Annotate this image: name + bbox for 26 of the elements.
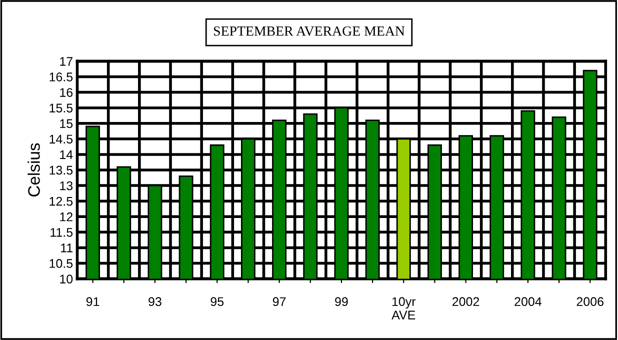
y-tick-label: 10 <box>60 274 73 284</box>
x-tick-label: 10yr AVE <box>392 297 416 320</box>
y-tick-label: 16 <box>60 88 73 97</box>
x-tick-label: 2006 <box>576 297 604 306</box>
y-tick-label: 14 <box>60 150 73 159</box>
x-tick-label: 2002 <box>452 297 480 306</box>
y-tick-label: 10.5 <box>50 259 73 268</box>
y-tick-label: 11 <box>61 244 72 252</box>
x-tick-label: 97 <box>272 297 286 306</box>
y-tick-label: 12.5 <box>50 196 73 206</box>
y-tick-label: 11.5 <box>50 228 73 237</box>
y-axis-title: Celsius <box>28 143 40 196</box>
y-tick-label: 16.5 <box>50 72 73 82</box>
chart-title: SEPTEMBER AVERAGE MEAN <box>214 26 405 36</box>
y-tick-label: 14.5 <box>50 134 73 144</box>
y-tick-label: 15.5 <box>50 104 73 112</box>
y-tick-label: 15 <box>60 119 73 128</box>
y-tick-label: 13 <box>60 181 73 190</box>
y-tick-label: 17 <box>60 57 72 66</box>
y-tick-label: 13.5 <box>50 166 73 175</box>
x-tick-label: 95 <box>210 297 224 306</box>
y-tick-label: 12 <box>60 212 72 222</box>
x-tick-label: 93 <box>148 297 162 306</box>
x-tick-label: 99 <box>335 297 348 306</box>
x-tick-label: 2004 <box>514 297 542 306</box>
x-tick-label: 91 <box>86 297 100 306</box>
